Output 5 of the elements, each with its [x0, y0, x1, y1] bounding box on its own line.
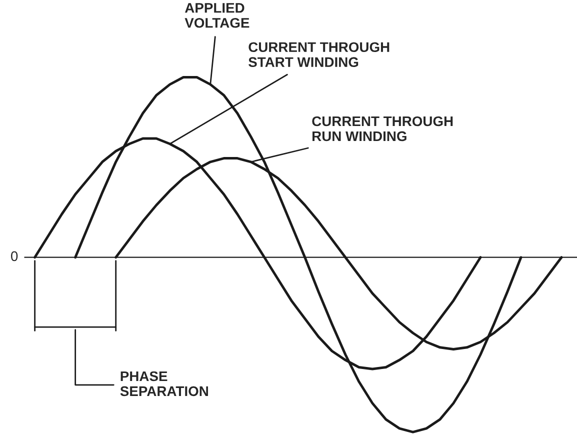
text: 0 — [11, 251, 18, 262]
text: APPLIED VOLTAGE — [184, 3, 250, 28]
text: CURRENT THROUGH START WINDING — [248, 42, 390, 68]
annotation: PHASE SEPARATION — [120, 371, 208, 396]
text: CURRENT THROUGH RUN WINDING — [312, 116, 453, 142]
